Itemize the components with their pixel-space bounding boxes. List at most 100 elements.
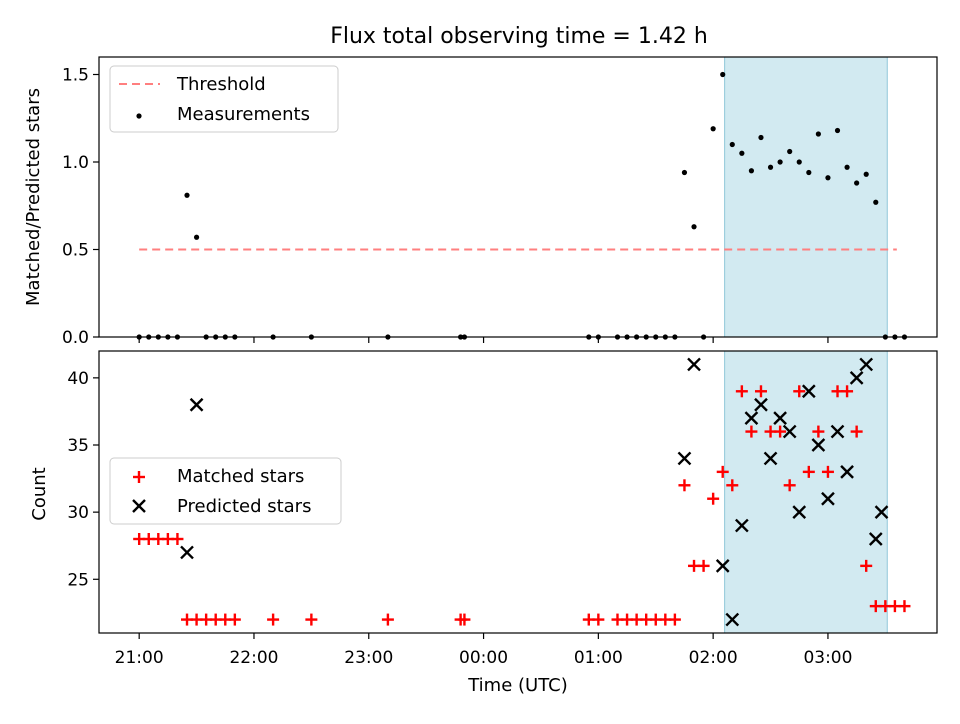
bottom-y-tick-label: 40 (67, 369, 89, 389)
matched-star-marker (745, 425, 758, 438)
top-plot-frame (98, 56, 938, 338)
predicted-marker-b (754, 397, 768, 412)
measurement-point (863, 171, 869, 177)
top-y-tick-label: 0.5 (62, 241, 89, 261)
measurement-point (720, 71, 726, 78)
top-y-tick-label: 0.0 (62, 328, 89, 348)
predicted-marker-b (725, 612, 740, 627)
predicted-marker-b (677, 451, 692, 466)
predicted-marker-b (735, 518, 749, 533)
predicted-star-marker (840, 465, 854, 479)
legend-measurements-label: Measurements (177, 104, 310, 125)
matched-star-marker (668, 613, 681, 626)
top-y-axis-ticks: 0.0 0.5 1.0 1.5 (62, 66, 99, 348)
predicted-marker-b (715, 559, 730, 573)
predicted-marker-b (859, 357, 874, 372)
predicted-marker-b (763, 451, 778, 466)
measurement-point (767, 164, 774, 170)
measurement-point (825, 175, 831, 181)
legend-threshold-label: Threshold (176, 74, 266, 95)
matched-star-marker (802, 465, 815, 478)
bottom-x-tick-label: 01:00 (574, 648, 623, 668)
legend-predicted-swatch (132, 499, 146, 513)
bottom-x-tick-label: 03:00 (803, 648, 852, 668)
predicted-marker-b (782, 424, 797, 439)
measurement-point (854, 180, 860, 186)
bottom-legend: Matched stars Predicted stars (109, 457, 342, 525)
matched-star-marker (381, 613, 394, 626)
predicted-marker-b (687, 357, 701, 372)
matched-star-marker (267, 613, 280, 626)
predicted-marker-b (801, 384, 816, 399)
matched-star-marker (850, 425, 863, 438)
measurement-point (806, 169, 812, 176)
top-y-tick-label: 1.5 (62, 66, 89, 86)
top-x-axis-ticks (138, 337, 829, 343)
matched-star-marker (793, 385, 806, 398)
measurement-point (777, 159, 783, 165)
matched-star-marker (860, 559, 873, 572)
predicted-marker-b (792, 505, 807, 519)
bottom-x-tick-label: 23:00 (344, 648, 393, 668)
legend-predicted-label: Predicted stars (177, 496, 311, 517)
predicted-star-marker (677, 451, 692, 466)
predicted-marker-b (868, 532, 883, 546)
bottom-x-tick-label: 02:00 (689, 648, 738, 668)
matched-star-marker (821, 465, 834, 478)
predicted-marker-b (773, 411, 787, 425)
bottom-shaded-region (724, 350, 888, 634)
matched-star-marker (841, 385, 854, 398)
bottom-x-tick-label: 21:00 (115, 648, 164, 668)
bottom-y-axis-label: Count (29, 467, 50, 520)
predicted-star-marker (830, 424, 845, 439)
matched-star-marker (305, 613, 318, 626)
predicted-star-marker (725, 612, 740, 627)
measurement-point (691, 224, 697, 230)
bottom-y-tick-label: 25 (67, 570, 89, 590)
bottom-x-tick-label: 22:00 (229, 648, 278, 668)
matched-star-marker (783, 479, 796, 492)
bottom-plot-frame (98, 350, 938, 634)
predicted-star-marker (849, 371, 864, 385)
predicted-star-marker (180, 545, 194, 560)
predicted-star-marker (735, 518, 749, 533)
predicted-star-marker (687, 357, 701, 372)
bottom-y-tick-label: 35 (67, 436, 89, 456)
measurement-point (844, 164, 850, 170)
predicted-star-marker (811, 438, 826, 452)
predicted-marker-b (849, 371, 864, 385)
bottom-panel: 25 30 35 40 21:00 22:00 23:00 00:00 01:00 02:00 0… (29, 350, 938, 696)
matched-star-marker (898, 600, 911, 613)
matched-star-marker (228, 613, 241, 626)
measurement-point (681, 169, 688, 176)
predicted-star-marker (754, 397, 768, 412)
predicted-marker-b (189, 397, 204, 412)
matched-star-marker (458, 613, 471, 626)
predicted-marker-b (744, 411, 759, 425)
measurement-point (815, 131, 821, 137)
matched-stars-series (133, 385, 911, 626)
measurement-point (729, 141, 735, 148)
matched-star-marker (735, 385, 748, 398)
x-axis-label: Time (UTC) (467, 675, 568, 696)
matched-star-marker (774, 425, 787, 438)
predicted-star-marker (792, 505, 807, 519)
predicted-marker-b (840, 465, 854, 479)
matched-star-marker (726, 479, 739, 492)
bottom-x-tick-label: 00:00 (459, 648, 508, 668)
legend-matched-swatch (133, 471, 145, 483)
predicted-star-marker (763, 451, 778, 466)
predicted-marker-b (821, 491, 835, 506)
measurement-point (739, 150, 745, 156)
predicted-marker-b (180, 545, 194, 560)
measurement-point (758, 134, 764, 141)
measurement-point (184, 192, 190, 198)
top-y-tick-label: 1.0 (62, 153, 89, 173)
predicted-star-marker (868, 532, 883, 546)
predicted-marker-b (874, 505, 889, 519)
predicted-star-marker (821, 491, 835, 506)
matched-star-marker (754, 385, 767, 398)
measurement-point (710, 126, 716, 132)
measurement-point (787, 148, 793, 155)
